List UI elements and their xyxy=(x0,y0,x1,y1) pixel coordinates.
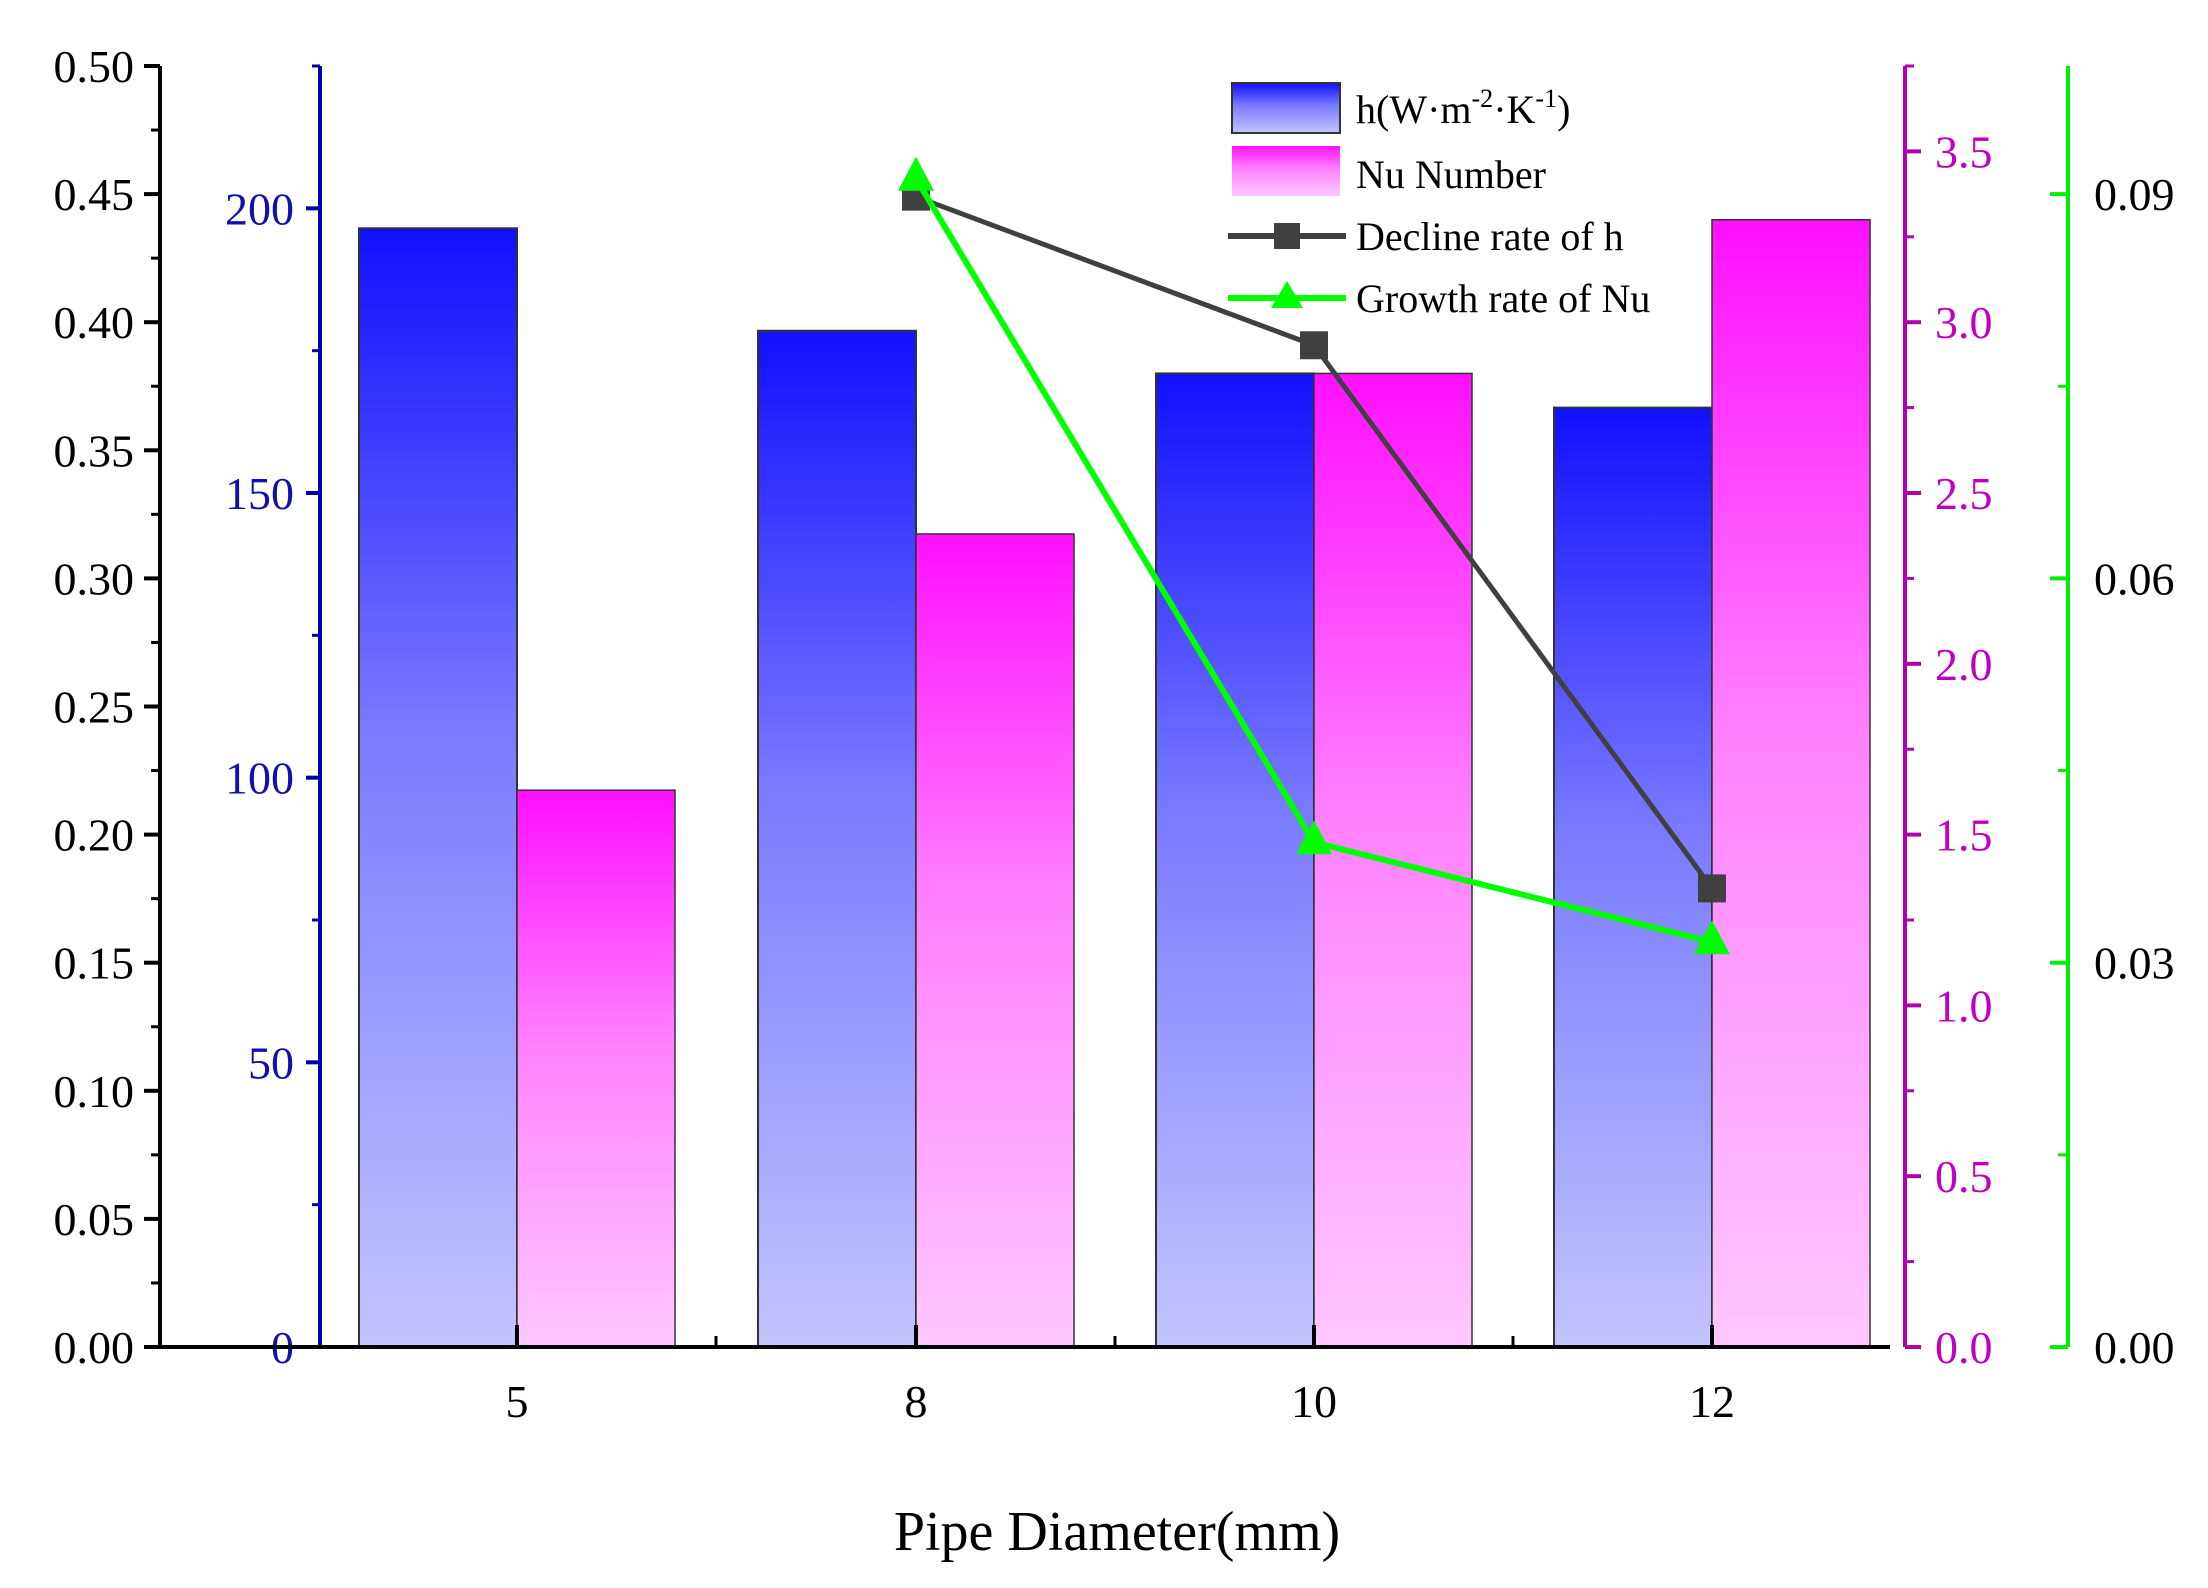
right-inner-tick-label-1.5: 1.5 xyxy=(1935,810,1993,861)
left-outer-tick-label-0.30: 0.30 xyxy=(54,553,135,604)
right-outer-tick-label-0.09: 0.09 xyxy=(2094,169,2175,220)
x-axis-title: Pipe Diameter(mm) xyxy=(894,1501,1340,1563)
right-outer-tick-label-0.06: 0.06 xyxy=(2094,553,2175,604)
x-tick-label-12: 12 xyxy=(1689,1376,1735,1427)
left-inner-tick-label-150: 150 xyxy=(225,468,294,519)
axes-layer: 0.000.050.100.150.200.250.300.350.400.45… xyxy=(54,41,2175,1427)
left-outer-tick-label-0.50: 0.50 xyxy=(54,41,135,92)
legend-label-decline: Decline rate of h xyxy=(1356,214,1624,259)
bar-h-12 xyxy=(1553,406,1713,1349)
bar-nu-8 xyxy=(915,533,1075,1348)
marker-growth-10 xyxy=(1296,820,1332,855)
bars-layer xyxy=(358,218,1871,1349)
legend-label-growth: Growth rate of Nu xyxy=(1356,276,1650,321)
bar-nu-5 xyxy=(516,789,676,1348)
right-inner-tick-label-2.5: 2.5 xyxy=(1935,468,1993,519)
bar-h-10 xyxy=(1155,372,1315,1348)
legend-swatch-h xyxy=(1231,82,1341,134)
marker-growth-8 xyxy=(898,156,934,191)
right-outer-tick-label-0.03: 0.03 xyxy=(2094,938,2175,989)
legend-label-h: h(W·m-2·K-1) xyxy=(1356,84,1570,132)
left-outer-tick-label-0.05: 0.05 xyxy=(54,1194,135,1245)
left-outer-tick-label-0.40: 0.40 xyxy=(54,297,135,348)
right-outer-tick-label-0.00: 0.00 xyxy=(2094,1322,2175,1373)
left-outer-tick-label-0.20: 0.20 xyxy=(54,810,135,861)
bar-h-8 xyxy=(757,329,917,1348)
left-outer-tick-label-0.35: 0.35 xyxy=(54,425,135,476)
right-inner-tick-label-2.0: 2.0 xyxy=(1935,639,1993,690)
left-outer-tick-label-0.00: 0.00 xyxy=(54,1322,135,1373)
x-tick-label-10: 10 xyxy=(1291,1376,1337,1427)
right-inner-tick-label-0.5: 0.5 xyxy=(1935,1151,1993,1202)
left-inner-tick-label-200: 200 xyxy=(225,183,294,234)
marker-decline-10 xyxy=(1300,331,1328,360)
legend-swatch-nu xyxy=(1232,146,1340,196)
marker-growth-12 xyxy=(1694,920,1730,955)
right-inner-tick-label-1.0: 1.0 xyxy=(1935,980,1993,1031)
x-tick-label-5: 5 xyxy=(506,1376,529,1427)
right-inner-tick-label-0.0: 0.0 xyxy=(1935,1322,1993,1373)
legend-label-nu: Nu Number xyxy=(1356,152,1546,197)
marker-decline-12 xyxy=(1698,874,1726,903)
left-outer-tick-label-0.15: 0.15 xyxy=(54,938,135,989)
x-tick-label-8: 8 xyxy=(905,1376,928,1427)
right-inner-tick-label-3.0: 3.0 xyxy=(1935,297,1993,348)
right-inner-tick-label-3.5: 3.5 xyxy=(1935,126,1993,177)
legend-marker-triangle xyxy=(1271,281,1303,308)
legend-marker-square xyxy=(1274,223,1300,249)
left-inner-tick-label-100: 100 xyxy=(225,753,294,804)
legend: h(W·m-2·K-1) Nu Number Decline rate of h… xyxy=(1228,82,1650,321)
left-outer-tick-label-0.45: 0.45 xyxy=(54,169,135,220)
left-outer-tick-label-0.10: 0.10 xyxy=(54,1066,135,1117)
left-inner-tick-label-50: 50 xyxy=(248,1037,294,1088)
lines-layer xyxy=(898,156,1730,955)
bar-nu-12 xyxy=(1711,218,1871,1348)
left-outer-tick-label-0.25: 0.25 xyxy=(54,682,135,733)
bar-h-5 xyxy=(358,227,518,1348)
